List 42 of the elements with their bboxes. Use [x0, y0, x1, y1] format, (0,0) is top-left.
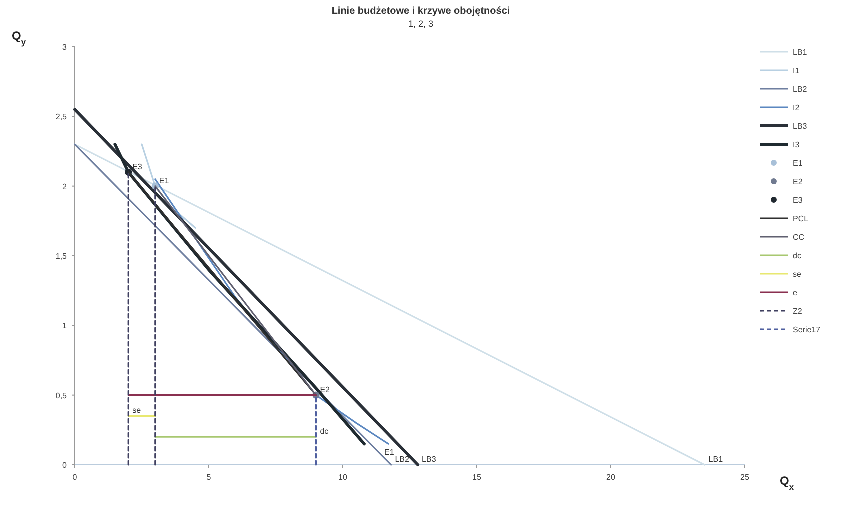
- legend-label: Z2: [793, 307, 803, 316]
- x-tick-label: 25: [740, 473, 750, 482]
- annotation: LB3: [422, 455, 437, 464]
- legend-label: Serie17: [793, 326, 822, 334]
- legend-label: E2: [793, 178, 804, 186]
- legend-label: LB3: [793, 122, 808, 131]
- y-tick-label: 0,5: [56, 391, 68, 400]
- y-tick-label: 2,5: [56, 112, 68, 122]
- legend-label: se: [793, 270, 802, 279]
- annotation: E1: [159, 176, 170, 186]
- legend-label: e: [793, 288, 798, 298]
- annotation: E2: [320, 385, 331, 394]
- x-axis-title: Q$_{x}$: [780, 474, 794, 492]
- x-tick-label: 15: [472, 473, 482, 482]
- x-tick-label: 20: [606, 473, 616, 482]
- y-tick-label: 2: [62, 182, 68, 192]
- annotation: LB1: [708, 455, 724, 464]
- y-axis-title: Q$_{y}$: [12, 29, 26, 47]
- legend-label: dc: [793, 252, 802, 260]
- legend-label: I3: [793, 140, 800, 150]
- legend-label: I2: [793, 104, 800, 112]
- y-tick-label: 1,5: [56, 252, 68, 261]
- y-tick-label: 3: [62, 43, 68, 52]
- y-tick-label: 1: [62, 322, 68, 331]
- x-tick-label: 10: [338, 473, 348, 482]
- legend-label: PCL: [793, 214, 810, 224]
- chart-title: Linie budżetowe i krzywe obojętności: [332, 6, 510, 17]
- x-tick-label: 5: [206, 473, 212, 482]
- legend-label: LB1: [793, 48, 808, 57]
- legend-label: I1: [793, 66, 800, 76]
- annotation: LB2: [395, 455, 410, 464]
- legend-label: CC: [793, 233, 805, 242]
- legend-label: E1: [793, 159, 804, 168]
- legend-label: E3: [793, 196, 804, 205]
- x-tick-label: 0: [72, 473, 78, 482]
- annotation: E3: [132, 162, 143, 172]
- annotation: se: [132, 406, 142, 416]
- annotation: E1: [384, 448, 395, 458]
- chart-subtitle: 1, 2, 3: [408, 19, 434, 29]
- annotation: dc: [320, 427, 329, 436]
- y-tick-label: 0: [62, 461, 68, 470]
- legend-label: LB2: [793, 85, 808, 94]
